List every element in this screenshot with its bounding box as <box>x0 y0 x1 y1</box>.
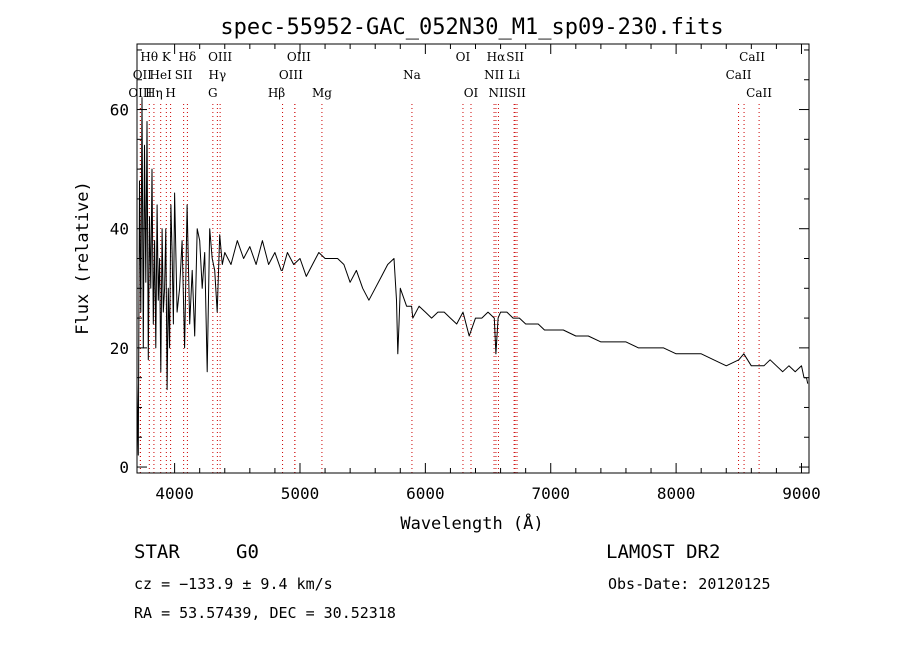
line-marker-label: OII <box>133 68 153 82</box>
line-marker-label: OIII <box>279 68 303 82</box>
line-marker-label: Hδ <box>179 50 197 64</box>
redshift-value: cz = −133.9 ± 9.4 km/s <box>134 575 333 593</box>
line-marker-label: H <box>165 86 175 100</box>
x-tick-label: 5000 <box>281 484 320 503</box>
y-tick-label: 0 <box>119 458 129 477</box>
line-marker-label: OI <box>464 86 479 100</box>
line-marker-label: SII <box>506 50 524 64</box>
x-tick-label: 9000 <box>782 484 821 503</box>
line-marker-label: SII <box>508 86 526 100</box>
line-marker-label: Hβ <box>268 86 285 100</box>
y-tick-label: 20 <box>110 339 129 358</box>
line-marker-label: OI <box>456 50 471 64</box>
y-tick-label: 60 <box>110 101 129 120</box>
x-axis: 4000 5000 6000 7000 8000 9000 <box>155 44 821 503</box>
x-tick-label: 7000 <box>531 484 570 503</box>
line-marker-label: G <box>208 86 218 100</box>
x-axis-label: Wavelength (Å) <box>400 512 543 534</box>
spectrum-series-line <box>136 97 809 456</box>
line-marker-label: Na <box>403 68 421 82</box>
x-tick-label: 6000 <box>406 484 445 503</box>
x-tick-label: 8000 <box>657 484 696 503</box>
spectral-subclass: G0 <box>236 541 259 563</box>
line-marker-label: NII <box>488 86 508 100</box>
coordinates: RA = 53.57439, DEC = 30.52318 <box>134 604 396 622</box>
line-marker-label: Mg <box>312 86 332 100</box>
obs-date: Obs-Date: 20120125 <box>608 575 771 593</box>
line-marker-label: CaII <box>726 68 752 82</box>
line-marker-label: Hγ <box>209 68 227 82</box>
line-marker-label: CaII <box>746 86 772 100</box>
line-marker-label: Hθ <box>140 50 158 64</box>
line-marker-label: NII <box>484 68 504 82</box>
line-marker-label: SII <box>175 68 193 82</box>
line-marker-label: K <box>162 50 172 64</box>
line-marker-label: Li <box>508 68 520 82</box>
survey-name: LAMOST DR2 <box>606 541 721 563</box>
line-marker-label: Hη <box>145 86 163 100</box>
object-class: STAR <box>134 541 180 563</box>
line-marker-label: OIII <box>208 50 232 64</box>
y-axis-label: Flux (relative) <box>73 181 93 335</box>
y-tick-label: 40 <box>110 220 129 239</box>
x-tick-label: 4000 <box>155 484 194 503</box>
line-marker-label: Hα <box>487 50 506 64</box>
line-markers <box>139 104 760 473</box>
line-marker-label: HeI <box>150 68 173 82</box>
chart-title: spec-55952-GAC_052N30_M1_sp09-230.fits <box>220 15 723 40</box>
line-marker-label: OIII <box>287 50 311 64</box>
line-marker-label: OIII <box>128 86 152 100</box>
plot-frame <box>136 43 810 474</box>
line-marker-label: CaII <box>739 50 765 64</box>
y-axis: 0 20 40 60 <box>110 49 809 477</box>
